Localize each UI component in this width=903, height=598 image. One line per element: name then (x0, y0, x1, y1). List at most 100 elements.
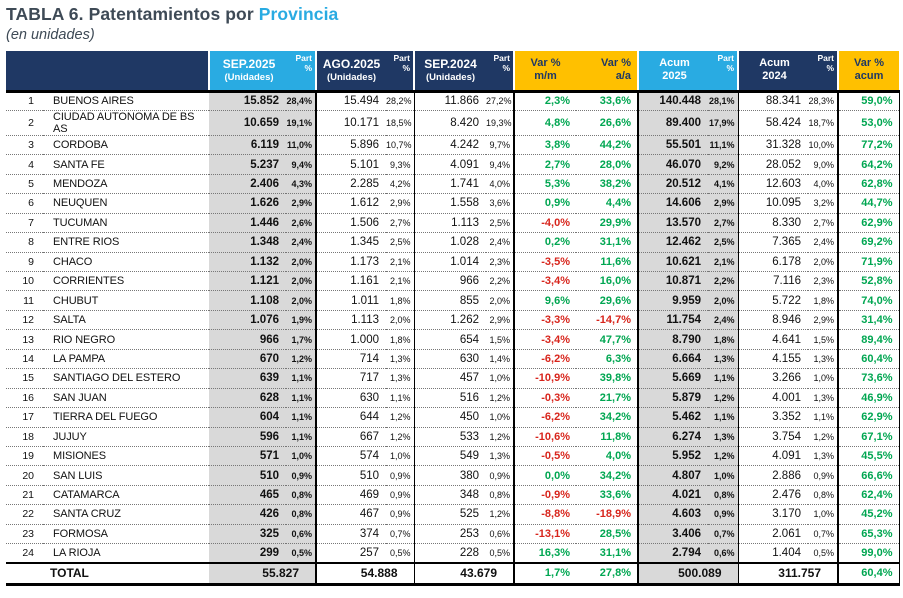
cell-acum2024: 8.946 (738, 310, 808, 331)
cell-acum2024-part: 0,5% (808, 543, 839, 564)
cell-ago2025: 467 (316, 504, 386, 525)
cell-province-name: SALTA (43, 310, 209, 331)
cell-acum2024: 4.091 (738, 446, 808, 467)
cell-var-aa: 4,0% (576, 446, 639, 467)
cell-sep2025-part: 0,5% (286, 543, 317, 564)
cell-var-acum: 67,1% (838, 427, 900, 447)
cell-var-acum: 69,2% (838, 232, 900, 253)
cell-sep2025: 426 (209, 504, 286, 525)
cell-acum2025-part: 1,2% (708, 388, 739, 409)
cell-sep2024-part: 2,5% (486, 213, 515, 234)
cell-sep2024-part: 3,6% (486, 193, 515, 214)
cell-ago2025: 574 (316, 446, 386, 467)
cell-acum2024: 88.341 (738, 91, 808, 111)
cell-acum2024-part: 1,1% (808, 407, 839, 428)
cell-ago2025: 1.011 (316, 290, 386, 311)
header-acum2025-label: Acum 2025 (659, 56, 690, 83)
cell-sep2024-part: 1,5% (486, 329, 515, 350)
cell-acum2025: 55.501 (638, 135, 708, 156)
cell-ago2025-part: 2,5% (386, 232, 415, 253)
cell-var-acum: 74,0% (838, 290, 900, 311)
table-row: 15 SANTIAGO DEL ESTERO 639 1,1% 717 1,3%… (6, 368, 900, 389)
cell-sep2025: 639 (209, 368, 286, 389)
cell-row-number: 18 (6, 427, 43, 447)
header-sep2024-sub: (Unidades) (425, 71, 476, 83)
cell-sep2024: 1.741 (414, 174, 486, 195)
cell-acum2024: 7.116 (738, 271, 808, 292)
header-sep2025-label: SEP.2025 (222, 56, 276, 71)
cell-var-mm: 2,7% (514, 154, 576, 175)
cell-acum2025: 5.879 (638, 388, 708, 409)
cell-ago2025-part: 2,9% (386, 193, 415, 214)
cell-var-aa: 31,1% (576, 543, 639, 564)
cell-province-name: SAN JUAN (43, 388, 209, 409)
cell-var-acum: 73,6% (838, 368, 900, 389)
cell-sep2024: 654 (414, 329, 486, 350)
cell-ago2025-part: 1,0% (386, 446, 415, 467)
cell-acum2024: 3.754 (738, 427, 808, 447)
cell-acum2024-part: 4,0% (808, 174, 839, 195)
cell-sep2024: 525 (414, 504, 486, 525)
cell-row-number: 12 (6, 310, 43, 331)
cell-acum2024-part: 28,3% (808, 91, 839, 111)
header-sep2024-label: SEP.2024 (424, 56, 477, 71)
cell-sep2025-part: 28,4% (286, 91, 317, 111)
cell-acum2024: 12.603 (738, 174, 808, 195)
cell-sep2025-part: 2,6% (286, 213, 317, 234)
cell-acum2024: 7.365 (738, 232, 808, 253)
cell-acum2025: 5.952 (638, 446, 708, 467)
header-acum2024: Acum 2024 Part % (737, 51, 838, 93)
cell-sep2024: 457 (414, 368, 486, 389)
cell-ago2025-part: 1,8% (386, 290, 415, 311)
cell-ago2025: 644 (316, 407, 386, 428)
cell-acum2024: 2.061 (738, 524, 808, 545)
cell-sep2025: 325 (209, 524, 286, 545)
cell-sep2024-part: 27,2% (486, 91, 515, 111)
cell-var-mm: 9,6% (514, 290, 576, 311)
cell-sep2024: 380 (414, 465, 486, 486)
cell-row-number: 23 (6, 524, 43, 545)
cell-var-mm: -3,4% (514, 271, 576, 292)
cell-var-aa: 33,6% (576, 91, 639, 111)
cell-sep2025: 670 (209, 349, 286, 370)
header-ago2025-sub: (Unidades) (326, 71, 377, 83)
cell-province-name: CIUDAD AUTONOMA DE BS AS (43, 110, 209, 136)
cell-row-number: 9 (6, 252, 43, 273)
cell-sep2025: 604 (209, 407, 286, 428)
cell-acum2025-part: 17,9% (708, 110, 739, 136)
cell-sep2025: 510 (209, 465, 286, 486)
cell-sep2025: 1.626 (209, 193, 286, 214)
cell-row-number: 4 (6, 154, 43, 175)
cell-sep2025-part: 1,9% (286, 310, 317, 331)
cell-sep2025: 628 (209, 388, 286, 409)
cell-acum2025-part: 0,6% (708, 543, 739, 564)
cell-acum2025: 13.570 (638, 213, 708, 234)
cell-acum2024: 3.266 (738, 368, 808, 389)
cell-sep2024-part: 1,2% (486, 427, 515, 447)
cell-ago2025: 15.494 (316, 91, 386, 111)
header-ago2025: AGO.2025 (Unidades) Part % (315, 51, 414, 93)
cell-acum2025-part: 1,0% (708, 465, 739, 486)
cell-province-name: CHACO (43, 252, 209, 273)
cell-acum2024-part: 10,0% (808, 135, 839, 156)
cell-acum2025-part: 2,9% (708, 193, 739, 214)
cell-acum2025: 9.959 (638, 290, 708, 311)
cell-var-aa: 34,2% (576, 465, 639, 486)
cell-acum2024-part: 2,4% (808, 232, 839, 253)
cell-var-aa: 33,6% (576, 485, 639, 506)
cell-acum2025-part: 9,2% (708, 154, 739, 175)
cell-sep2025: 596 (209, 427, 286, 447)
cell-row-number: 20 (6, 465, 43, 486)
cell-province-name: SANTA FE (43, 154, 209, 175)
cell-sep2025: 1.348 (209, 232, 286, 253)
cell-var-mm: -6,2% (514, 349, 576, 370)
cell-sep2025: 10.659 (209, 110, 286, 136)
cell-acum2025-part: 28,1% (708, 91, 739, 111)
patentamientos-provincia-table: SEP.2025 (Unidades) Part % AGO.2025 (Uni… (6, 51, 900, 586)
table-row: 22 SANTA CRUZ 426 0,8% 467 0,9% 525 1,2%… (6, 504, 900, 525)
cell-acum2025: 5.669 (638, 368, 708, 389)
header-var-mm: Var % m/m (513, 51, 576, 93)
cell-var-aa: 4,4% (576, 193, 639, 214)
cell-sep2025-part: 4,3% (286, 174, 317, 195)
cell-sep2025-part: 2,0% (286, 252, 317, 273)
